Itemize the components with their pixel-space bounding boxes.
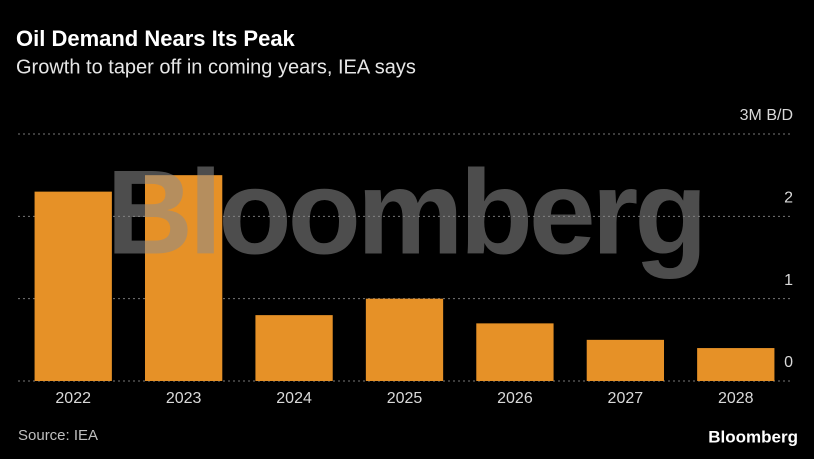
bar: [365, 298, 444, 381]
x-tick-label: 2025: [387, 390, 423, 407]
logo: Bloomberg: [708, 427, 798, 446]
x-tick-label: 2022: [55, 390, 91, 407]
x-tick-label: 2023: [166, 390, 202, 407]
x-tick-label: 2028: [718, 390, 754, 407]
source: Source: IEA: [18, 427, 98, 444]
x-tick-label: 2027: [608, 390, 644, 407]
watermark: Bloomberg: [106, 146, 703, 280]
x-tick-label: 2026: [497, 390, 533, 407]
y-tick-label: 3M B/D: [740, 107, 793, 124]
y-tick-label: 1: [784, 272, 793, 289]
chart-title: Oil Demand Nears Its Peak: [16, 26, 296, 51]
y-tick-label: 2: [784, 190, 793, 207]
x-tick-label: 2024: [276, 390, 312, 407]
y-tick-label: 0: [784, 354, 793, 371]
bar: [34, 191, 112, 381]
chart-subtitle: Growth to taper off in coming years, IEA…: [16, 56, 416, 78]
bar: [586, 339, 665, 381]
bar: [697, 348, 775, 381]
bar: [255, 315, 333, 381]
bar: [144, 175, 223, 381]
bar: [476, 323, 554, 381]
